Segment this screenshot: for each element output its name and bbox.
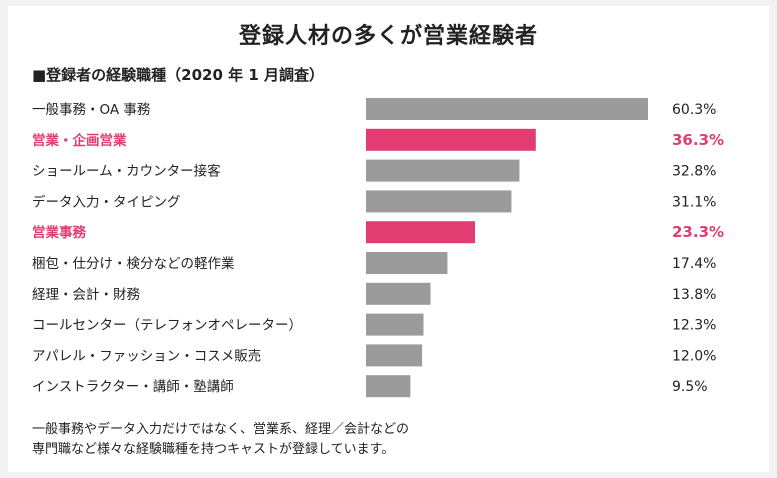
value-label: 31.1% bbox=[672, 194, 716, 210]
bar bbox=[366, 344, 423, 367]
chart-card: 登録人材の多くが営業経験者 ■登録者の経験職種（2020 年 1 月調査） 一般… bbox=[8, 6, 769, 472]
value-label: 12.3% bbox=[672, 318, 716, 334]
category-label: 梱包・仕分け・検分などの軽作業 bbox=[32, 256, 235, 272]
value-label: 12.0% bbox=[672, 348, 716, 364]
bar bbox=[366, 98, 648, 120]
chart-subtitle: ■登録者の経験職種（2020 年 1 月調査） bbox=[32, 66, 325, 84]
category-label: ショールーム・カウンター接客 bbox=[32, 163, 221, 180]
bar bbox=[366, 159, 520, 182]
bar-chart: 一般事務・OA 事務 60.3% 営業・企画営業 36.3% ショールーム・カウンター接… bbox=[32, 98, 724, 398]
value-label: 9.5% bbox=[672, 379, 708, 395]
bar bbox=[366, 375, 411, 398]
value-label: 60.3% bbox=[672, 102, 716, 118]
value-label: 13.8% bbox=[672, 287, 716, 303]
bar bbox=[366, 282, 431, 305]
bar bbox=[366, 190, 512, 213]
category-label: コールセンター（テレフォンオペレーター） bbox=[32, 318, 302, 334]
bar bbox=[366, 252, 448, 274]
value-label: 36.3% bbox=[672, 131, 724, 149]
category-label: 経理・会計・財務 bbox=[32, 287, 140, 303]
category-label: アパレル・ファッション・コスメ販売 bbox=[32, 348, 261, 364]
bar bbox=[366, 221, 475, 244]
category-label: 営業・企画営業 bbox=[32, 132, 127, 149]
footnote: 一般事務やデータ入力だけではなく、営業系、経理／会計などの 専門職など様々な経験… bbox=[32, 420, 409, 460]
bar bbox=[366, 128, 536, 151]
category-label: データ入力・タイピング bbox=[32, 193, 181, 210]
value-label: 23.3% bbox=[672, 223, 724, 241]
footnote-line-1: 一般事務やデータ入力だけではなく、営業系、経理／会計などの bbox=[32, 422, 410, 437]
value-label: 32.8% bbox=[672, 164, 716, 180]
value-label: 17.4% bbox=[672, 256, 716, 272]
category-label: インストラクター・講師・塾講師 bbox=[32, 379, 234, 395]
bar bbox=[366, 313, 424, 336]
footnote-line-2: 専門職など様々な経験職種を持つキャストが登録しています。 bbox=[32, 442, 395, 457]
category-label: 一般事務・OA 事務 bbox=[32, 102, 151, 118]
category-label: 営業事務 bbox=[32, 224, 86, 241]
chart-title: 登録人材の多くが営業経験者 bbox=[238, 24, 538, 49]
